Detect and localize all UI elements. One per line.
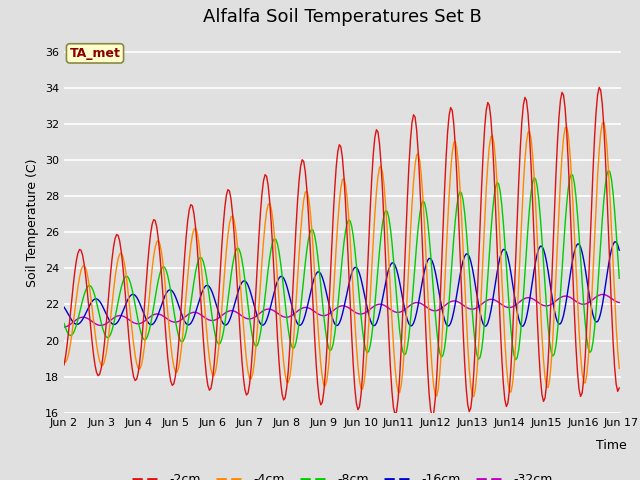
Title: Alfalfa Soil Temperatures Set B: Alfalfa Soil Temperatures Set B xyxy=(203,9,482,26)
Legend: -2cm, -4cm, -8cm, -16cm, -32cm: -2cm, -4cm, -8cm, -16cm, -32cm xyxy=(127,468,558,480)
X-axis label: Time: Time xyxy=(596,439,627,452)
Y-axis label: Soil Temperature (C): Soil Temperature (C) xyxy=(26,159,39,288)
Text: TA_met: TA_met xyxy=(70,47,120,60)
